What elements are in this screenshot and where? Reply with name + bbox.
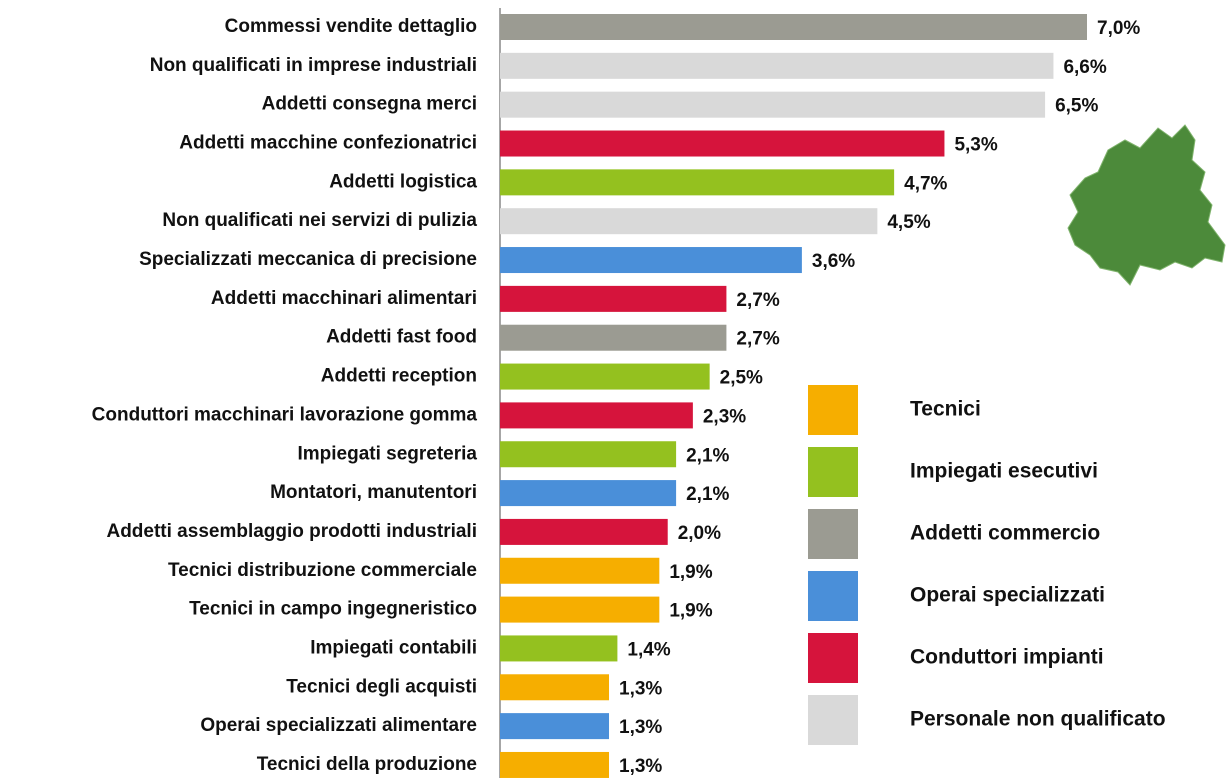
category-label: Tecnici distribuzione commerciale: [168, 560, 477, 581]
value-label: 1,9%: [669, 562, 712, 583]
category-label: Addetti reception: [321, 366, 477, 387]
bar: [500, 363, 710, 390]
value-label: 6,5%: [1055, 96, 1098, 117]
bar: [500, 557, 660, 584]
category-label: Commessi vendite dettaglio: [225, 16, 477, 37]
value-label: 3,6%: [812, 251, 855, 272]
legend-swatch: [808, 385, 858, 435]
category-label: Addetti fast food: [326, 327, 477, 348]
legend-swatch: [808, 571, 858, 621]
category-label: Conduttori macchinari lavorazione gomma: [92, 404, 478, 425]
value-label: 2,1%: [686, 445, 729, 466]
category-label: Montatori, manutentori: [270, 482, 477, 503]
category-label: Addetti assemblaggio prodotti industrial…: [106, 521, 477, 542]
legend-label: Conduttori impianti: [910, 646, 1104, 669]
region-map: [1067, 124, 1226, 286]
value-label: 1,4%: [627, 639, 670, 660]
bar: [500, 169, 895, 196]
legend-swatch: [808, 447, 858, 497]
bar: [500, 674, 610, 701]
bar: [500, 596, 660, 623]
value-label: 1,3%: [619, 756, 662, 777]
bar: [500, 52, 1054, 79]
category-label: Non qualificati in imprese industriali: [150, 55, 477, 76]
value-label: 2,5%: [720, 368, 763, 389]
value-label: 6,6%: [1063, 57, 1106, 78]
category-label: Specializzati meccanica di precisione: [139, 249, 477, 270]
category-label: Addetti macchinari alimentari: [211, 288, 477, 309]
bar: [500, 208, 878, 235]
value-label: 2,3%: [703, 406, 746, 427]
value-label: 7,0%: [1097, 18, 1140, 39]
value-label: 2,0%: [678, 523, 721, 544]
bar: [500, 285, 727, 312]
bar: [500, 247, 802, 274]
bar: [500, 91, 1046, 118]
value-label: 1,3%: [619, 717, 662, 738]
bar: [500, 480, 677, 507]
value-label: 1,9%: [669, 601, 712, 622]
category-label: Addetti logistica: [329, 171, 477, 192]
category-label: Impiegati contabili: [310, 637, 477, 658]
bar: [500, 518, 668, 545]
legend-label: Impiegati esecutivi: [910, 460, 1098, 483]
value-label: 4,5%: [887, 212, 930, 233]
category-label: Impiegati segreteria: [297, 443, 477, 464]
bar: [500, 751, 610, 778]
value-label: 2,7%: [736, 290, 779, 311]
value-label: 5,3%: [954, 135, 997, 156]
bar: [500, 402, 693, 429]
category-label: Addetti macchine confezionatrici: [179, 133, 477, 154]
bar: [500, 713, 610, 740]
legend-label: Addetti commercio: [910, 522, 1100, 545]
bar: [500, 130, 945, 157]
bar: [500, 441, 677, 468]
bar: [500, 324, 727, 351]
value-label: 2,7%: [736, 329, 779, 350]
category-label: Tecnici degli acquisti: [286, 676, 477, 697]
category-label: Operai specializzati alimentare: [200, 715, 477, 736]
category-label: Tecnici in campo ingegneristico: [189, 599, 477, 620]
value-label: 1,3%: [619, 678, 662, 699]
category-label: Non qualificati nei servizi di pulizia: [162, 210, 477, 231]
legend-label: Tecnici: [910, 398, 981, 421]
value-label: 2,1%: [686, 484, 729, 505]
bar: [500, 635, 618, 662]
value-label: 4,7%: [904, 173, 947, 194]
legend-label: Personale non qualificato: [910, 708, 1166, 731]
legend-label: Operai specializzati: [910, 584, 1105, 607]
legend-swatch: [808, 633, 858, 683]
legend-swatch: [808, 509, 858, 559]
legend-swatch: [808, 695, 858, 745]
bar: [500, 14, 1087, 40]
category-label: Addetti consegna merci: [262, 94, 477, 115]
category-label: Tecnici della produzione: [257, 754, 477, 775]
